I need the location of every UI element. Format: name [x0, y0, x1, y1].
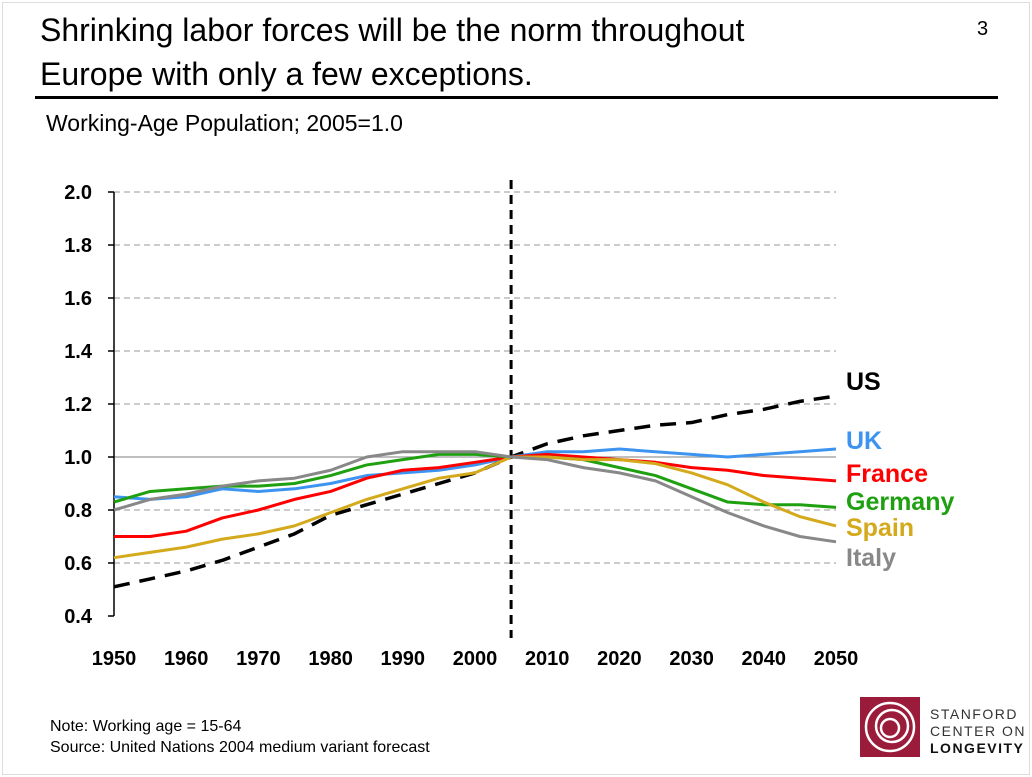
x-tick-label: 2040 [742, 648, 787, 670]
x-tick-label: 2050 [814, 648, 859, 670]
logo-line-3: LONGEVITY [930, 740, 1025, 756]
logo-text: STANFORD CENTER ON LONGEVITY [930, 706, 1026, 757]
x-tick-label: 1990 [381, 648, 426, 670]
logo-line-1: STANFORD [930, 706, 1018, 722]
legend-label-uk: UK [846, 427, 882, 455]
series-line-france [114, 452, 837, 538]
slide-title: Shrinking labor forces will be the norm … [40, 8, 940, 96]
y-tick-label: 0.8 [64, 500, 92, 522]
x-tick-label: 2030 [669, 648, 714, 670]
y-tick-label: 1.2 [64, 394, 92, 416]
y-tick-label: 0.6 [64, 553, 92, 575]
y-tick-label: 2.0 [64, 182, 92, 204]
stanford-longevity-logo [860, 697, 920, 757]
y-tick-label: 1.6 [64, 288, 92, 310]
page-number: 3 [977, 18, 989, 40]
note-text: Note: Working age = 15-64 [50, 718, 242, 735]
x-tick-label: 2010 [525, 648, 570, 670]
y-tick-label: 1.8 [64, 235, 92, 257]
x-tick-label: 2000 [453, 648, 498, 670]
x-tick-label: 2020 [597, 648, 642, 670]
legend-label-spain: Spain [846, 514, 914, 542]
chart-subtitle: Working-Age Population; 2005=1.0 [46, 110, 403, 136]
title-line-1: Shrinking labor forces will be the norm … [40, 12, 745, 48]
series-line-spain [113, 455, 837, 560]
concentric-circles-icon [864, 701, 916, 753]
legend-label-france: France [846, 460, 928, 488]
y-tick-label: 1.4 [64, 341, 93, 363]
legend-label-us: US [846, 368, 881, 396]
title-divider [35, 96, 998, 99]
series-line-us [113, 394, 837, 589]
x-tick-label: 1970 [236, 648, 281, 670]
x-tick-label: 1950 [92, 648, 137, 670]
x-tick-label: 1980 [308, 648, 353, 670]
source-text: Source: United Nations 2004 medium varia… [50, 739, 430, 756]
legend-label-germany: Germany [846, 488, 954, 516]
y-tick-label: 0.4 [64, 606, 93, 628]
y-tick-label: 1.0 [64, 447, 92, 469]
title-line-2: Europe with only a few exceptions. [40, 56, 533, 92]
x-tick-label: 1960 [164, 648, 209, 670]
legend-label-italy: Italy [846, 544, 896, 572]
footnote: Note: Working age = 15-64 Source: United… [50, 716, 430, 758]
logo-line-2: CENTER ON [930, 723, 1026, 739]
